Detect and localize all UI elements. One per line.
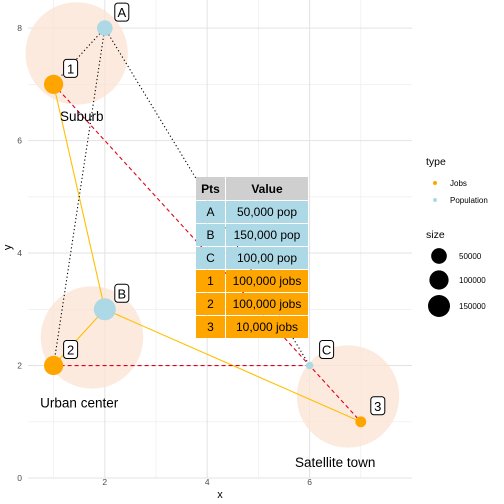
table-value-text: 50,000 pop — [237, 205, 297, 219]
gold-line — [53, 308, 106, 366]
point-label-B: B — [114, 283, 130, 303]
area-label: Urban center — [40, 396, 119, 411]
table-cell-value — [226, 316, 308, 338]
point-label-text: C — [322, 343, 331, 358]
point-label-text: 2 — [67, 343, 74, 358]
table-cell-value — [226, 270, 308, 292]
point-label-box — [63, 340, 79, 360]
point-label-text: 3 — [374, 399, 381, 414]
legend-type-title: type — [426, 156, 446, 168]
legend-type-swatch — [433, 198, 437, 202]
y-tick-label: 6 — [17, 136, 22, 146]
gold-line — [104, 308, 362, 423]
legend-size-label: 100000 — [459, 276, 486, 285]
table-cell-pt — [196, 293, 225, 315]
point-label-3: 3 — [370, 396, 386, 416]
table-pt-text: A — [206, 205, 214, 219]
y-tick-label: 8 — [17, 23, 22, 33]
point-label-text: 1 — [67, 61, 74, 76]
area-labels: Suburb Urban center Satellite town — [40, 109, 375, 470]
legend-size-label: 150000 — [459, 302, 486, 311]
legend-type-swatch — [433, 181, 437, 185]
x-tick-label: 2 — [102, 477, 107, 487]
table-header-cell — [196, 177, 225, 200]
point-B — [93, 298, 116, 321]
point-label-box — [114, 283, 130, 303]
points — [43, 20, 367, 428]
table-cell-value — [226, 224, 308, 246]
point-A — [96, 20, 113, 36]
point-label-box — [114, 2, 130, 22]
table-value-text: 150,000 pop — [234, 228, 301, 242]
legend-size-label: 50000 — [459, 252, 482, 261]
area-circle — [25, 2, 128, 105]
y-axis-title: y — [2, 244, 14, 250]
x-axis-title: x — [217, 489, 223, 501]
point-label-text: A — [117, 5, 126, 20]
area-label: Suburb — [60, 109, 104, 124]
table-cell-pt — [196, 224, 225, 246]
x-tick-label: 4 — [205, 477, 210, 487]
legend-size-swatch — [429, 270, 449, 290]
legend: type Jobs Population size 50000 100000 150000 — [426, 156, 488, 317]
table-cell-pt — [196, 247, 225, 269]
table-pt-text: 3 — [207, 320, 214, 334]
y-tick-label: 2 — [17, 361, 22, 371]
x-tick-label: 6 — [307, 477, 312, 487]
table-cell-pt — [196, 201, 225, 223]
table-value-text: 10,000 jobs — [236, 320, 298, 334]
point-2 — [43, 355, 64, 376]
table-pt-text: 1 — [207, 274, 214, 288]
legend-type-label: Jobs — [450, 179, 467, 188]
table-header-cell — [226, 177, 308, 200]
point-label-1: 1 — [63, 58, 79, 78]
point-C — [305, 361, 314, 370]
dotted-line — [53, 27, 106, 85]
table-cell-value — [226, 201, 308, 223]
table-value-text: 100,000 jobs — [233, 274, 302, 288]
point-3 — [355, 416, 367, 428]
legend-size-swatch — [431, 248, 447, 264]
dotted-line — [53, 28, 106, 366]
area-circle — [40, 286, 144, 389]
table-cell-pt — [196, 316, 225, 338]
y-tick-label: 0 — [17, 473, 22, 483]
area-label: Satellite town — [295, 455, 375, 470]
point-label-box — [63, 58, 79, 78]
point-label-box — [319, 340, 335, 360]
table-pt-text: B — [206, 228, 214, 242]
axes: 2 4 6 0 2 4 6 8 x y — [2, 23, 312, 501]
table-cell-value — [226, 247, 308, 269]
point-label-C: C — [319, 340, 335, 360]
y-tick-label: 4 — [17, 248, 22, 258]
table-value-text: 100,00 pop — [237, 251, 297, 265]
value-table: Pts Value A 50,000 pop B 150,000 pop C 100,00 p… — [196, 177, 308, 338]
legend-size-swatch — [428, 295, 450, 317]
legend-type-label: Population — [450, 196, 488, 205]
area-circle — [296, 345, 400, 448]
table-header-pts: Pts — [201, 182, 220, 196]
table-header-value: Value — [251, 182, 283, 196]
point-label-2: 2 — [63, 340, 79, 360]
table-pt-text: C — [206, 251, 215, 265]
point-1 — [43, 74, 64, 94]
table-pt-text: 2 — [207, 297, 214, 311]
point-label-A: A — [114, 2, 130, 22]
table-value-text: 100,000 jobs — [233, 297, 302, 311]
legend-size-title: size — [426, 229, 445, 241]
table-cell-value — [226, 293, 308, 315]
point-label-text: B — [117, 286, 126, 301]
table-cell-pt — [196, 270, 225, 292]
point-label-box — [370, 396, 386, 416]
